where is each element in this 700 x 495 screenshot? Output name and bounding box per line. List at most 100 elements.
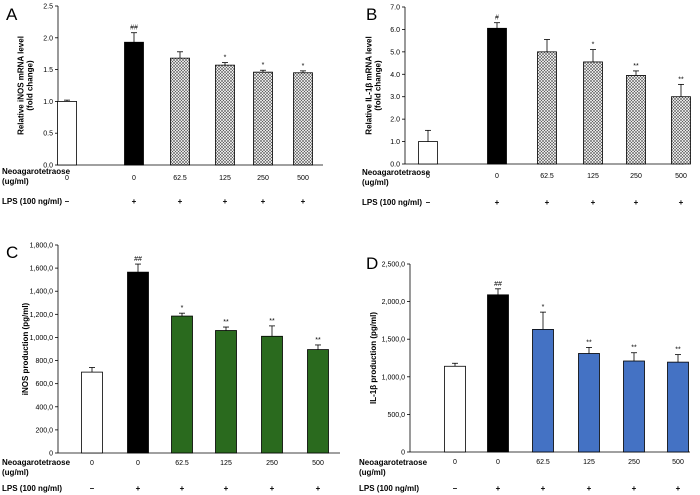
bar: [418, 141, 438, 165]
panel-label: A: [6, 5, 18, 24]
y-tick-label: 600,0: [35, 381, 53, 388]
panel-label: B: [366, 5, 377, 24]
category-label: 0: [132, 175, 136, 182]
category-label: 500: [297, 175, 309, 182]
category-label: 125: [219, 175, 231, 182]
row-label-lps: LPS (100 ng/ml): [359, 484, 419, 493]
category-label: 0: [90, 460, 94, 467]
lps-value: –: [426, 198, 431, 207]
significance-label: **: [631, 345, 637, 352]
lps-value: –: [65, 197, 70, 206]
chart-panel-a: A 0.0 0.5 1.0 1.5 2.0 2.5 Relative iNOS mRNA le…: [2, 4, 323, 206]
y-tick-label: 4.0: [390, 72, 400, 79]
bar: [671, 96, 691, 165]
y-tick-label: 1,000,0: [382, 374, 405, 381]
y-tick-label: 1,000,0: [30, 335, 53, 342]
lps-value: +: [587, 484, 592, 493]
lps-value: +: [679, 198, 684, 207]
category-label: 500: [312, 460, 324, 467]
lps-value: +: [632, 484, 637, 493]
category-label: 0: [453, 459, 457, 466]
y-tick-label: 2.0: [43, 35, 53, 42]
y-axis-label: IL-1β production (pg/ml): [369, 312, 378, 404]
panel-label: C: [6, 243, 18, 262]
bar: [215, 64, 235, 166]
category-label: 62.5: [536, 459, 550, 466]
row-label-neoagarotetraose: Neoagarotetraose: [2, 167, 71, 176]
significance-label: *: [181, 305, 184, 312]
bar: [307, 349, 329, 454]
lps-value: +: [180, 484, 185, 493]
bar: [537, 51, 557, 165]
significance-label: **: [633, 63, 639, 70]
y-tick-label: 0: [401, 450, 405, 457]
category-label: 125: [587, 173, 599, 180]
category-label: 0: [136, 460, 140, 467]
category-label: 62.5: [173, 175, 187, 182]
y-axis-label: Relative iNOS mRNA level: [17, 36, 26, 135]
y-tick-label: 2,500,0: [382, 262, 405, 269]
significance-label: ##: [494, 281, 502, 288]
y-tick-label: 0.0: [43, 163, 53, 170]
category-label: 250: [630, 173, 642, 180]
y-tick-label: 7.0: [390, 5, 400, 12]
category-label: 125: [583, 459, 595, 466]
bar: [253, 71, 273, 166]
row-label-neoagarotetraose: Neoagarotetraose: [359, 458, 428, 467]
bar: [127, 271, 149, 454]
category-label: 0: [496, 459, 500, 466]
category-label: 500: [675, 173, 687, 180]
y-tick-label: 1.0: [43, 99, 53, 106]
category-label: 250: [628, 459, 640, 466]
lps-value: +: [316, 484, 321, 493]
category-label: 0: [426, 173, 430, 180]
y-tick-label: 0: [49, 451, 53, 458]
lps-value: –: [453, 484, 458, 493]
bar: [667, 361, 689, 453]
category-label: 250: [257, 175, 269, 182]
significance-label: **: [586, 339, 592, 346]
y-axis-label: iNOS production (pg/ml): [21, 302, 30, 395]
significance-label: **: [223, 319, 229, 326]
lps-value: –: [90, 484, 95, 493]
significance-label: *: [542, 304, 545, 311]
lps-value: +: [136, 484, 141, 493]
y-tick-label: 2.5: [43, 4, 53, 11]
bar: [583, 61, 603, 165]
y-tick-label: 500,0: [387, 412, 405, 419]
row-label-lps: LPS (100 ng/ml): [2, 197, 62, 206]
significance-label: *: [262, 62, 265, 69]
category-label: 500: [672, 459, 684, 466]
lps-value: +: [591, 198, 596, 207]
y-tick-label: 200,0: [35, 427, 53, 434]
bar: [124, 41, 144, 166]
lps-value: +: [270, 484, 275, 493]
category-label: 0: [495, 173, 499, 180]
lps-value: +: [676, 484, 681, 493]
lps-value: +: [495, 198, 500, 207]
y-tick-label: 2.0: [390, 117, 400, 124]
y-tick-label: 6.0: [390, 27, 400, 34]
bar: [81, 371, 103, 454]
y-tick-label: 1,500,0: [382, 337, 405, 344]
bar: [261, 335, 283, 454]
lps-value: +: [301, 197, 306, 206]
panel-label: D: [366, 254, 378, 273]
significance-label: **: [269, 318, 275, 325]
significance-label: ##: [130, 25, 138, 32]
bar: [444, 365, 466, 453]
significance-label: *: [302, 63, 305, 70]
category-label: 125: [220, 460, 232, 467]
significance-label: *: [592, 42, 595, 49]
y-tick-label: 1.5: [43, 67, 53, 74]
bar: [626, 75, 646, 165]
significance-label: #: [495, 15, 499, 22]
row-label-unit: (ug/ml): [2, 177, 29, 186]
y-tick-label: 1,600,0: [30, 266, 53, 273]
y-axis-label: Relative IL-1β mRNA level: [365, 36, 374, 134]
y-tick-label: 1,800,0: [30, 243, 53, 250]
lps-value: +: [223, 197, 228, 206]
lps-value: +: [261, 197, 266, 206]
lps-value: +: [634, 198, 639, 207]
